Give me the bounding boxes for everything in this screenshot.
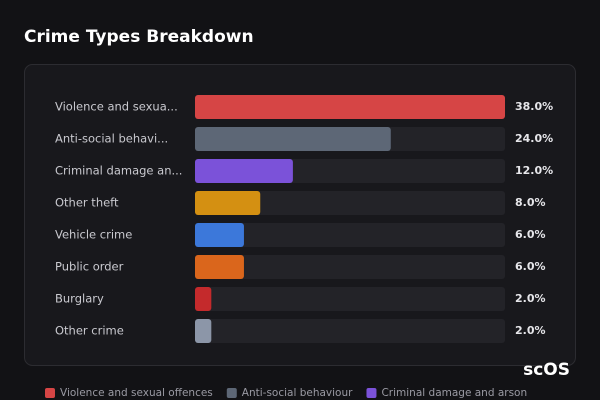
bar bbox=[195, 319, 212, 343]
legend-label: Criminal damage and arson bbox=[381, 387, 527, 399]
category-label: Anti-social behavi... bbox=[55, 132, 168, 146]
legend-swatch bbox=[226, 388, 237, 398]
bar bbox=[195, 95, 505, 119]
bar bbox=[195, 191, 261, 215]
legend-swatch bbox=[45, 388, 55, 398]
bar bbox=[195, 255, 244, 279]
bar-track bbox=[195, 319, 505, 343]
category-label: Public order bbox=[55, 260, 124, 274]
bar-track bbox=[195, 255, 505, 279]
value-label: 6.0% bbox=[515, 260, 546, 273]
legend-label: Anti-social behaviour bbox=[242, 387, 353, 399]
value-label: 8.0% bbox=[515, 196, 546, 209]
value-label: 24.0% bbox=[515, 132, 553, 145]
chart-title: Crime Types Breakdown bbox=[24, 27, 254, 47]
legend-swatch bbox=[366, 388, 377, 398]
category-label: Criminal damage an... bbox=[55, 164, 182, 178]
category-label: Violence and sexua... bbox=[55, 100, 178, 114]
category-label: Burglary bbox=[55, 292, 104, 306]
bar bbox=[195, 127, 391, 151]
bar-track bbox=[195, 287, 505, 311]
bar bbox=[195, 159, 293, 183]
legend-label: Violence and sexual offences bbox=[60, 387, 213, 399]
value-label: 2.0% bbox=[515, 324, 546, 337]
bar-track bbox=[195, 223, 505, 247]
bar bbox=[195, 223, 244, 247]
value-label: 12.0% bbox=[515, 164, 553, 177]
bar-track bbox=[195, 191, 505, 215]
category-label: Vehicle crime bbox=[55, 228, 132, 242]
watermark: scOS bbox=[523, 360, 570, 380]
bar bbox=[195, 287, 212, 311]
value-label: 38.0% bbox=[515, 100, 553, 113]
category-label: Other crime bbox=[55, 324, 124, 338]
value-label: 2.0% bbox=[515, 292, 546, 305]
value-label: 6.0% bbox=[515, 228, 546, 241]
category-label: Other theft bbox=[55, 196, 119, 210]
